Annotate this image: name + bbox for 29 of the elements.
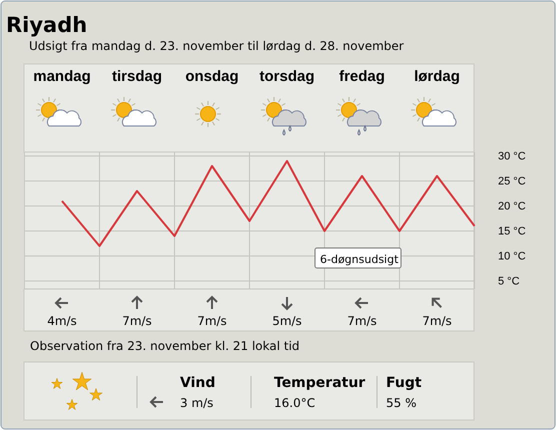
- x-tick-label: lørdag: [414, 68, 460, 85]
- text: Vind: [180, 375, 216, 391]
- y-tick-label: 5 °C: [498, 276, 520, 288]
- y-tick-label: 25 °C: [498, 176, 526, 188]
- text: 55 %: [386, 396, 416, 410]
- y-tick-label: 30 °C: [498, 150, 526, 163]
- text: Temperatur: [274, 375, 366, 391]
- line-series: [61, 160, 476, 247]
- text: Observation fra 23. november kl. 21 lokal tid: [30, 339, 300, 353]
- x-tick-label: mandag: [33, 68, 91, 85]
- text: 4m/s: [47, 314, 77, 328]
- text: 7m/s: [122, 314, 152, 328]
- text: 7m/s: [422, 314, 452, 328]
- x-tick-label: onsdag: [185, 68, 239, 85]
- y-tick-label: 10 °C: [498, 250, 526, 263]
- chart-title: Riyadh: [6, 13, 88, 37]
- text: Fugt: [386, 375, 422, 391]
- text: 16.0°C: [274, 396, 316, 410]
- chart-subtitle: Udsigt fra mandag d. 23. november til lørdag d. 28. november: [29, 39, 404, 53]
- text: 7m/s: [347, 314, 377, 328]
- text: 7m/s: [197, 314, 227, 328]
- y-tick-label: 15 °C: [498, 226, 526, 238]
- x-tick-label: tirsdag: [112, 68, 162, 85]
- x-tick-label: fredag: [339, 68, 385, 85]
- x-tick-label: torsdag: [259, 68, 315, 85]
- text: 3 m/s: [180, 396, 214, 410]
- text: 5m/s: [272, 314, 302, 328]
- annotation: 6-døgnsudsigt: [320, 253, 400, 266]
- y-tick-label: 20 °C: [498, 200, 526, 213]
